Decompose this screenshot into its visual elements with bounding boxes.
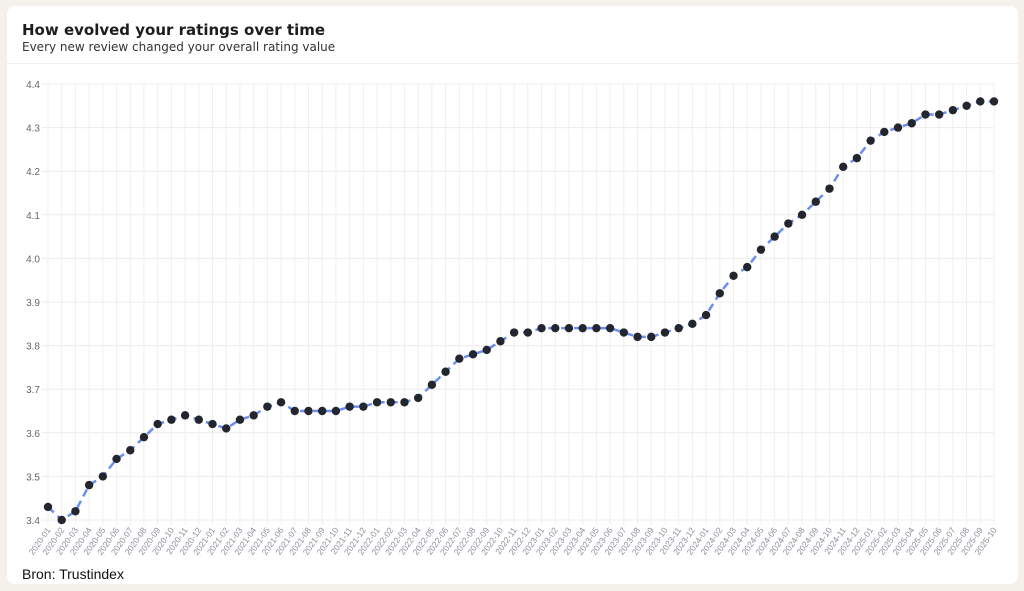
y-tick-label: 3.9 [26,298,40,309]
y-tick-label: 3.8 [26,342,40,353]
data-point [208,419,217,429]
data-point [578,323,587,333]
data-point [372,398,382,407]
data-point [619,328,629,337]
chart-subtitle: Every new review changed your overall ra… [22,40,336,54]
data-point [345,402,354,411]
data-point [797,210,807,219]
data-point [934,110,944,119]
data-point [564,323,574,333]
data-point [400,398,409,407]
data-point [180,411,190,420]
chart-card: How evolved your ratings over time Every… [7,6,1018,584]
data-point [948,105,958,115]
data-point [126,446,135,455]
data-point [551,323,560,333]
data-point [304,406,313,416]
data-point [907,119,916,128]
y-tick-label: 4.0 [26,254,40,265]
y-tick-label: 4.2 [26,167,40,178]
data-point [729,271,738,281]
data-point [222,424,231,433]
data-point [674,323,683,333]
data-point [359,402,368,411]
data-point [647,332,656,342]
data-point [71,507,80,516]
data-point [153,419,162,429]
data-point [249,411,258,420]
data-point [427,380,437,390]
data-point [167,415,176,424]
data-point [743,262,752,272]
data-point [701,310,711,320]
data-point [838,162,848,172]
data-point [523,328,533,337]
data-point [235,415,245,424]
data-point [139,432,149,442]
data-point [962,101,971,111]
data-point [331,406,341,416]
y-tick-label: 3.6 [26,429,40,440]
data-point [57,515,66,525]
source-label: Bron: Trustindex [22,566,124,582]
data-point [290,406,299,416]
data-point [756,245,766,254]
data-point [660,328,670,337]
y-tick-label: 4.4 [26,80,40,91]
data-point [811,197,820,206]
data-point [770,232,779,241]
data-point [413,393,423,403]
data-point [194,415,204,424]
data-point [852,153,862,163]
data-point [592,323,601,333]
chart-title: How evolved your ratings over time [22,21,326,39]
data-point [688,319,697,328]
data-point [605,323,615,333]
y-tick-label: 4.3 [26,124,40,135]
data-point [318,406,327,416]
data-point [482,345,491,355]
data-point [441,367,450,376]
data-point [84,480,94,490]
y-tick-label: 3.5 [26,472,40,483]
data-point [976,97,985,106]
y-tick-label: 3.4 [26,516,40,527]
data-point [893,123,903,132]
data-point [880,127,889,137]
data-point [825,184,834,193]
data-point [537,323,546,333]
data-point [263,402,272,411]
header-divider [7,63,1018,64]
data-point [509,328,519,337]
data-point [496,337,505,346]
data-point [866,136,875,145]
data-point [468,350,478,359]
y-tick-label: 4.1 [26,211,40,222]
data-point [43,502,53,512]
data-point [633,332,642,342]
data-point [921,110,930,119]
data-point [784,219,793,228]
data-point [455,354,464,363]
data-point [989,97,999,106]
data-point [98,472,108,481]
data-point [715,289,724,298]
data-point [112,454,121,464]
data-point [386,398,395,407]
data-point [276,398,286,407]
y-tick-label: 3.7 [26,385,40,396]
series-line [47,100,994,522]
